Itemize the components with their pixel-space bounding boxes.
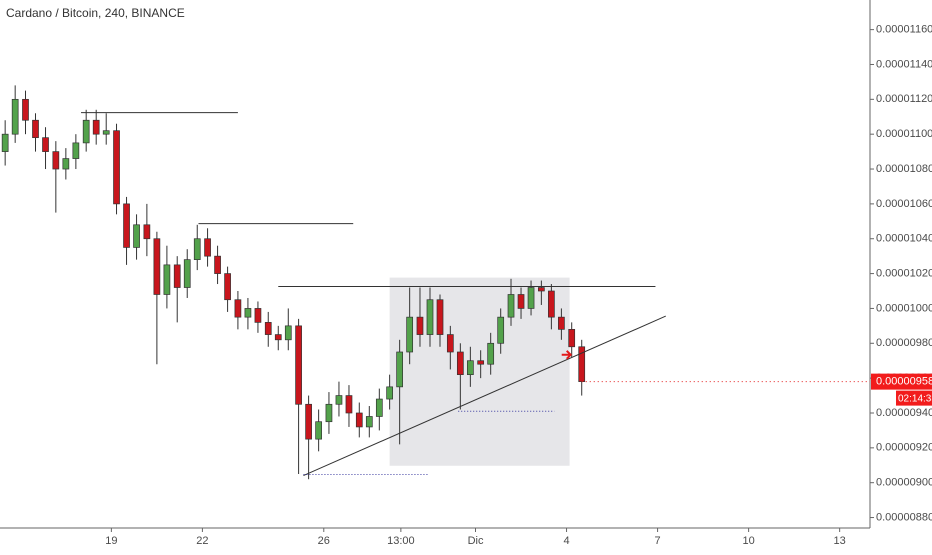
candle-body [163,264,171,295]
candle-body [345,395,353,414]
candle-body [527,287,535,309]
y-tick-label: 0.00001120 [876,93,932,105]
y-tick-label: 0.00001040 [876,233,932,245]
candle-body [548,290,555,318]
candle-body [1,133,9,152]
candle-body [52,151,60,170]
y-tick-label: 0.00001140 [876,58,932,70]
candle-body [284,325,292,341]
y-tick-label: 0.00001020 [876,267,932,279]
candle-body [365,416,373,428]
y-tick-label: 0.00001060 [876,198,932,210]
y-tick-label: 0.00001100 [876,128,932,140]
x-tick-label: 13 [834,535,846,547]
candle-body [183,259,191,288]
candle-body [325,403,333,423]
y-tick-label: 0.00001000 [876,302,932,314]
candle-body [143,224,151,240]
candle-body [204,238,211,257]
candle-body [507,294,515,318]
candle-body [446,334,454,353]
candle-body [82,119,90,144]
candle-body [193,238,201,260]
candle-body [477,360,485,365]
candle-body [42,137,49,152]
candle-body [396,351,404,388]
candle-body [386,386,393,400]
candle-body [173,264,181,288]
countdown-box [896,390,932,406]
candle-body [335,395,343,405]
x-tick-label: 19 [105,535,117,547]
candle-body [305,403,312,440]
candle-body [22,98,29,121]
candle-body [244,308,252,318]
candle-body [426,299,434,335]
candle-body [153,238,161,295]
x-tick-label: 22 [196,535,208,547]
y-tick-label: 0.00000940 [876,407,932,419]
y-tick-label: 0.00001080 [876,163,932,175]
candle-body [466,360,474,376]
countdown-label: 02:14:33 [898,393,932,404]
candle-body [102,130,110,135]
candle-body [113,130,120,205]
y-tick-label: 0.00000980 [876,337,932,349]
candle-body [558,316,565,330]
candle-body [568,328,576,348]
candle-body [517,294,525,309]
last-price-box [871,373,932,390]
candle-body [406,316,414,353]
candle-body [62,158,70,170]
last-price-label: 0.00000958 [876,376,932,388]
candle-body [355,412,363,428]
x-tick-label: Dic [468,535,484,547]
candle-body [497,316,505,344]
candle-body [214,255,221,274]
candle-body [264,322,272,335]
candle-body [436,299,444,335]
candle-body [416,316,424,335]
y-tick-label: 0.00000920 [876,442,932,454]
candle-body [123,203,130,248]
arrow-annotation [561,350,573,360]
candle-body [32,119,39,139]
candle-body [92,119,100,135]
x-tick-label: 13:00 [387,535,415,547]
x-tick-label: 10 [742,535,754,547]
x-tick-label: 26 [318,535,330,547]
candle-body [254,308,262,323]
chart-title: Cardano / Bitcoin, 240, BINANCE [6,6,185,20]
candle-body [315,421,322,440]
x-tick-label: 7 [655,535,661,547]
y-tick-label: 0.00000900 [876,477,932,489]
candle-body [295,325,302,405]
candle-body [72,142,80,159]
candle-body [456,351,464,376]
candle-body [375,398,383,417]
y-tick-label: 0.00000880 [876,511,932,523]
x-tick-label: 4 [563,535,569,547]
candle-body [274,334,282,341]
candle-body [11,98,19,135]
candle-body [487,342,495,365]
drawing-line [303,315,666,477]
candle-body [538,287,545,292]
y-tick-label: 0.00001160 [876,24,932,36]
candle-body [234,299,242,318]
candle-body [224,273,231,301]
zone [389,277,570,466]
candle-body [133,224,140,248]
